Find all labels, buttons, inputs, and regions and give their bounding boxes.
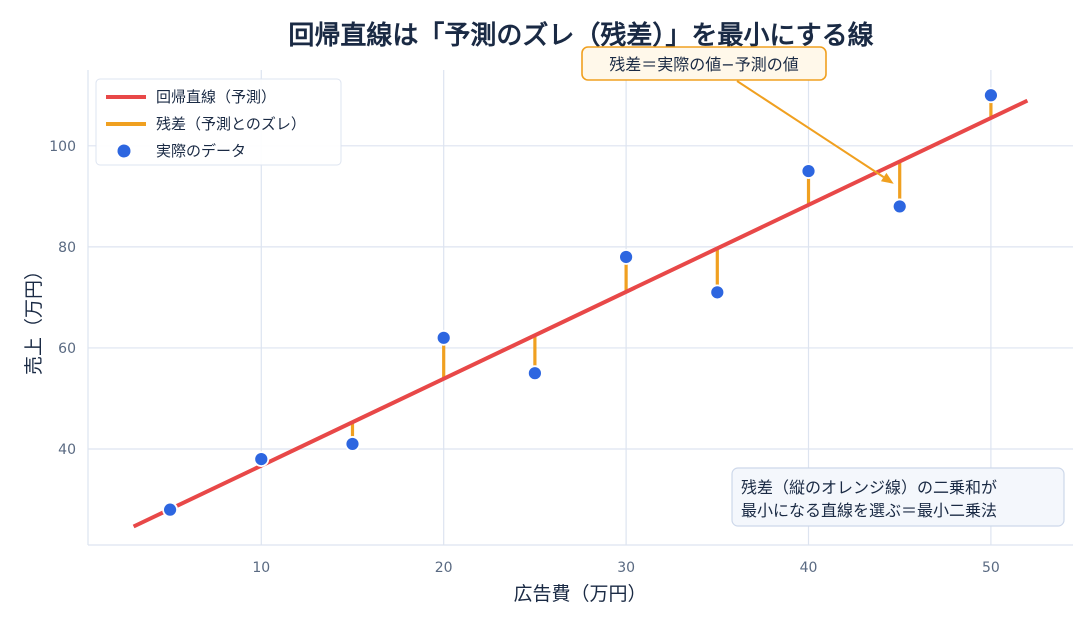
x-tick-labels: 10 20 30 40 50 bbox=[252, 560, 999, 576]
y-axis-label: 売上（万円） bbox=[23, 261, 45, 375]
legend-points-swatch bbox=[117, 144, 131, 158]
method-note: 残差（縦のオレンジ線）の二乗和が 最小になる直線を選ぶ＝最小二乗法 bbox=[731, 467, 1065, 527]
note-line-1: 残差（縦のオレンジ線）の二乗和が bbox=[741, 478, 997, 497]
y-tick-label: 100 bbox=[49, 139, 76, 155]
data-points bbox=[162, 87, 999, 518]
y-tick-label: 80 bbox=[58, 240, 76, 256]
x-tick-label: 10 bbox=[252, 560, 270, 576]
data-point bbox=[253, 451, 270, 467]
data-point bbox=[800, 163, 817, 179]
annotation-arrow-head bbox=[880, 172, 894, 184]
note-line-2: 最小になる直線を選ぶ＝最小二乗法 bbox=[741, 501, 997, 520]
note-box bbox=[731, 467, 1065, 527]
chart-title: 回帰直線は「予測のズレ（残差）」を最小にする線 bbox=[288, 20, 873, 51]
legend-box bbox=[95, 78, 342, 166]
annotation-text: 残差＝実際の値−予測の値 bbox=[609, 55, 798, 74]
y-tick-label: 40 bbox=[58, 442, 76, 458]
data-point bbox=[983, 87, 999, 104]
legend-points-label: 実際のデータ bbox=[156, 142, 246, 160]
data-point bbox=[618, 249, 635, 265]
x-tick-label: 50 bbox=[982, 560, 1000, 576]
annotation-box bbox=[581, 46, 827, 81]
annotation-arrow bbox=[736, 80, 885, 178]
x-tick-label: 20 bbox=[435, 560, 453, 576]
legend: 回帰直線（予測） 残差（予測とのズレ） 実際のデータ bbox=[95, 78, 342, 166]
data-point bbox=[709, 284, 726, 301]
data-point bbox=[435, 329, 452, 346]
legend-residual-label: 残差（予測とのズレ） bbox=[156, 115, 306, 133]
y-tick-labels: 40 60 80 100 bbox=[49, 139, 76, 458]
data-point bbox=[891, 198, 908, 215]
x-tick-label: 40 bbox=[800, 560, 818, 576]
y-tick-label: 60 bbox=[58, 341, 76, 357]
regression-line bbox=[132, 98, 1029, 529]
data-point bbox=[162, 501, 178, 518]
x-tick-label: 30 bbox=[617, 560, 635, 576]
residual-annotation: 残差＝実際の値−予測の値 bbox=[581, 46, 894, 184]
data-point bbox=[526, 365, 543, 382]
legend-line-label: 回帰直線（予測） bbox=[156, 88, 276, 106]
data-point bbox=[344, 436, 361, 452]
x-axis-label: 広告費（万円） bbox=[513, 583, 646, 605]
